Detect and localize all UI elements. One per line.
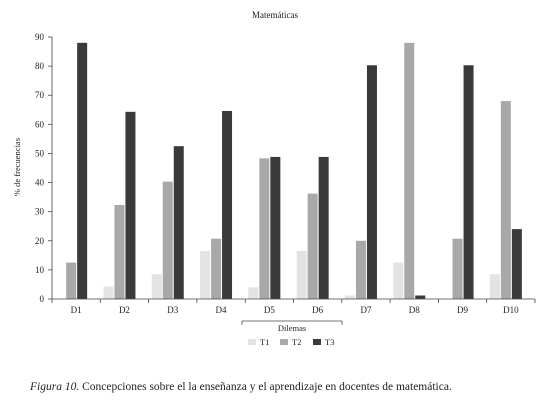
y-tick-label: 80	[35, 61, 45, 71]
x-tick-label: D6	[312, 305, 323, 315]
legend-label-T1: T1	[260, 337, 269, 347]
bar-T1-D8	[393, 262, 404, 299]
bar-T1-D2	[103, 286, 114, 299]
bar-T3-D10	[511, 229, 522, 299]
bar-T3-D5	[270, 156, 281, 299]
y-tick-label: 50	[35, 148, 45, 158]
bar-T2-D5	[259, 158, 270, 299]
y-tick-label: 60	[35, 119, 45, 129]
legend-swatch-T2	[280, 339, 288, 345]
bar-T3-D7	[366, 65, 377, 299]
y-tick-label: 70	[35, 90, 45, 100]
bar-T2-D7	[355, 240, 366, 299]
y-axis: 0 10 20 30 40 50 60 70 80 90	[35, 32, 53, 304]
bar-T2-D9	[452, 238, 463, 299]
y-tick-label: 90	[35, 32, 45, 42]
bar-T1-D3	[151, 274, 162, 299]
bar-T2-D1	[66, 262, 77, 299]
x-tick-label: D4	[216, 305, 227, 315]
bar-T1-D4	[200, 250, 211, 299]
figure-caption-text: Concepciones sobre el la enseñanza y el …	[79, 381, 452, 393]
bar-T2-D10	[500, 101, 511, 300]
bar-T3-D1	[77, 42, 88, 299]
bar-T3-D2	[125, 111, 136, 299]
x-tick-label: D7	[360, 305, 371, 315]
bar-T3-D3	[173, 146, 184, 299]
y-tick-label: 30	[35, 207, 45, 217]
chart-title: Matemáticas	[252, 10, 298, 20]
bar-T2-D3	[162, 181, 173, 299]
bar-T1-D7	[344, 295, 355, 299]
bar-T1-D6	[296, 250, 307, 299]
bar-T2-D8	[404, 42, 415, 299]
x-tick-label: D1	[71, 305, 82, 315]
y-tick-label: 0	[40, 294, 45, 304]
figure-caption-label: Figura 10.	[30, 381, 80, 393]
x-tick-label: D2	[119, 305, 130, 315]
x-axis: D1 D2 D3 D4 D5 D6 D7 D8 D9 D10	[51, 298, 536, 315]
bar-T3-D4	[222, 110, 233, 299]
legend-swatch-T3	[313, 339, 321, 345]
y-tick-label: 20	[35, 236, 45, 246]
x-tick-label: D5	[264, 305, 275, 315]
legend: T1 T2 T3	[248, 337, 334, 347]
legend-label-T2: T2	[292, 337, 301, 347]
bar-T3-D9	[463, 65, 474, 299]
x-tick-label: D8	[409, 305, 420, 315]
bar-T2-D2	[114, 204, 125, 299]
legend-label-T3: T3	[325, 337, 334, 347]
figure-caption: Figura 10. Concepciones sobre el la ense…	[30, 381, 452, 393]
bar-T1-D10	[489, 274, 500, 299]
bar-T3-D8	[415, 295, 426, 299]
x-axis-label: Dilemas	[278, 323, 306, 333]
bars	[66, 42, 522, 300]
y-axis-label: % de frecuencias	[12, 138, 22, 196]
x-tick-label: D9	[457, 305, 468, 315]
x-tick-label: D10	[503, 305, 519, 315]
bar-T3-D6	[318, 156, 329, 299]
bar-T2-D4	[211, 238, 222, 299]
bar-T2-D6	[307, 193, 318, 299]
y-tick-label: 40	[35, 178, 45, 188]
legend-swatch-T1	[248, 339, 256, 345]
y-tick-label: 10	[35, 265, 45, 275]
bar-T1-D5	[248, 287, 259, 299]
x-tick-label: D3	[167, 305, 178, 315]
